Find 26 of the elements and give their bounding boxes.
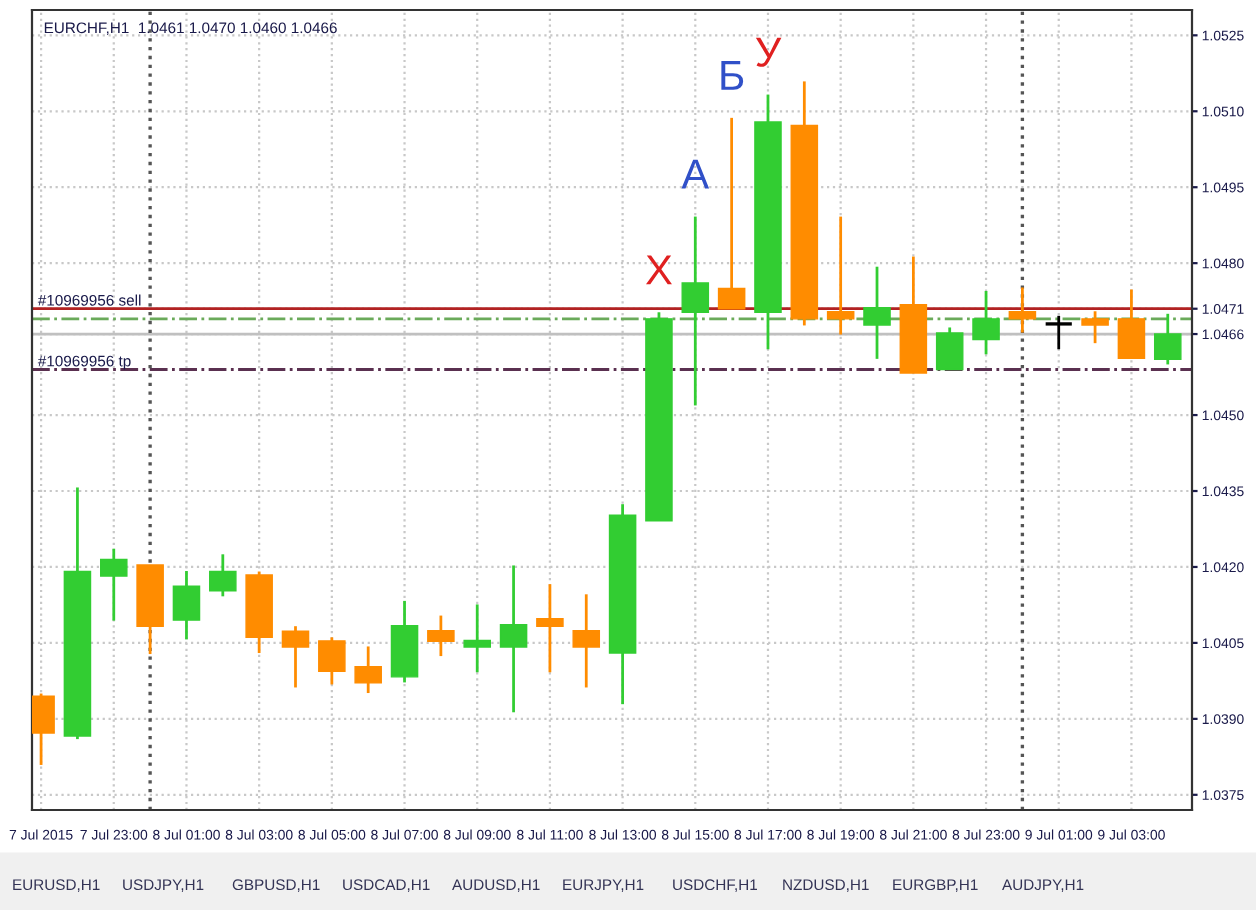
candlestick	[972, 289, 1000, 356]
candlestick	[209, 552, 237, 598]
candlestick	[354, 645, 382, 695]
annotation: Х	[645, 255, 672, 285]
candlestick	[99, 547, 128, 623]
candlestick	[717, 116, 746, 311]
candlestick	[1153, 312, 1182, 366]
candlestick	[863, 265, 891, 361]
candlestick	[1043, 314, 1074, 351]
candlestick	[318, 635, 346, 686]
annotation: Б	[721, 61, 744, 90]
annotation: А	[681, 159, 710, 189]
candlestick	[499, 564, 528, 714]
candlestick	[1008, 286, 1037, 334]
candlestick	[826, 215, 855, 336]
candlestick	[681, 215, 710, 407]
candlestick	[1117, 288, 1146, 360]
candlestick	[427, 614, 455, 658]
candlestick	[281, 624, 310, 689]
candlestick	[536, 582, 564, 674]
candlestick	[935, 326, 964, 371]
candlestick	[463, 603, 492, 674]
candlestick	[172, 569, 201, 641]
candlestick	[1081, 309, 1109, 345]
candlestick	[572, 592, 601, 689]
annotation: У	[755, 37, 782, 67]
